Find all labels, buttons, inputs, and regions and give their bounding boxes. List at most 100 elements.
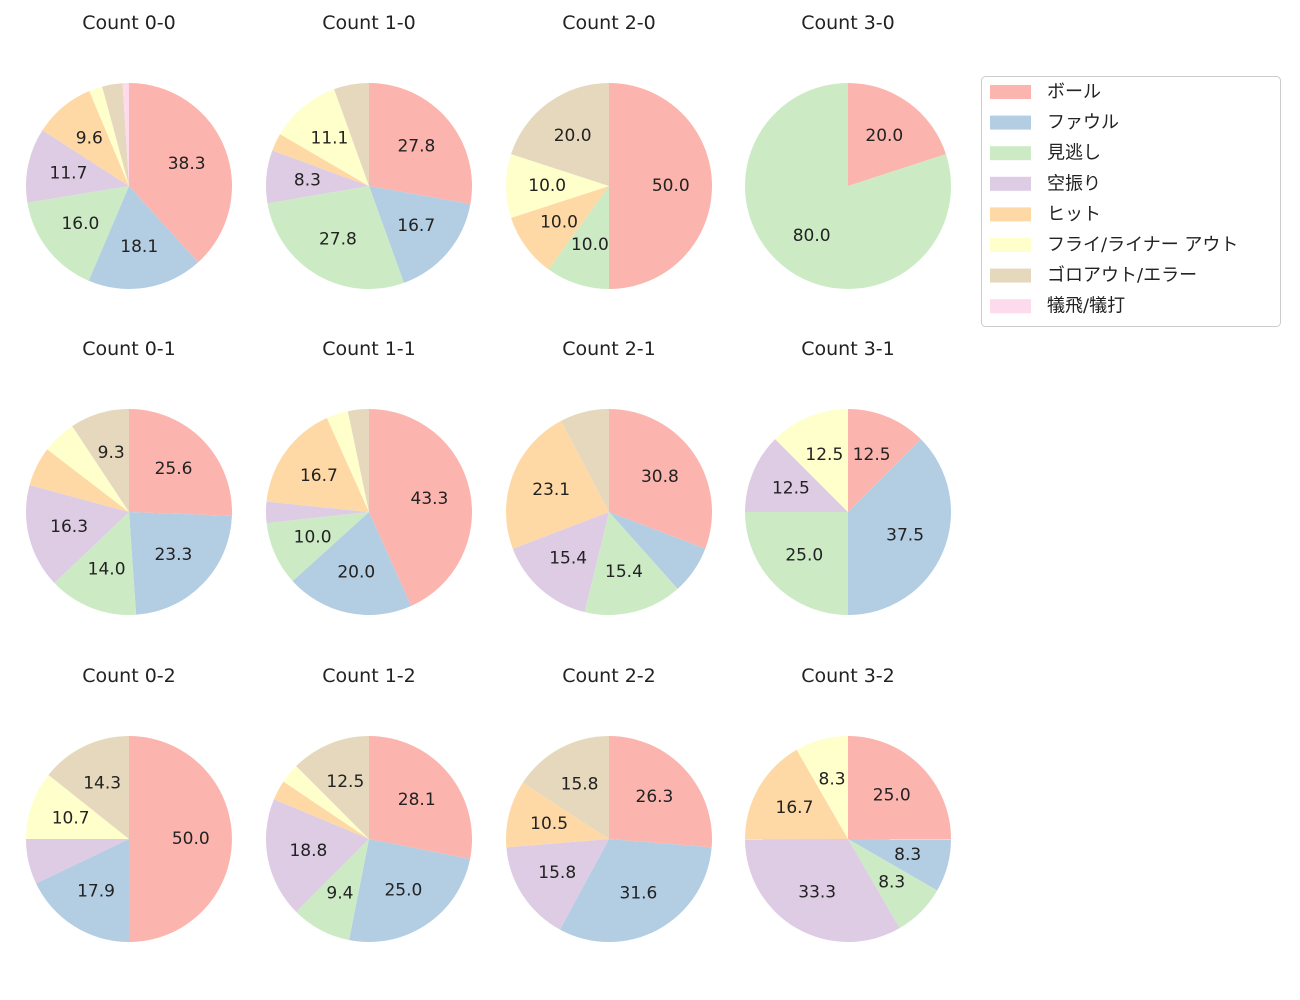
pie-slice-4 [26,839,129,884]
pie-slice-2 [292,512,412,616]
slice-value-label: 12.5 [853,445,891,465]
legend-label: ゴロアウト/エラー [1047,265,1197,286]
slice-value-label: 80.0 [793,226,831,246]
slice-value-label: 18.8 [289,841,327,861]
pie-slice-6 [89,86,129,186]
pie-slice-5 [744,749,848,840]
pie-slice-1 [129,409,233,516]
legend-swatch [990,176,1031,191]
legend-swatch [990,299,1031,314]
slice-value-label: 16.7 [300,466,338,486]
slice-value-label: 9.6 [76,129,103,149]
pie-slice-2 [36,839,129,943]
slice-value-label: 30.8 [641,467,679,487]
pie-slice-1 [609,736,713,848]
slice-value-label: 33.3 [798,883,836,903]
slice-value-label: 16.7 [776,798,814,818]
pie-slice-5 [266,417,369,512]
pie-slice-3 [745,83,952,289]
pie-slice-3 [548,186,609,289]
legend-swatch [990,115,1031,130]
legend-label: フライ/ライナー アウト [1047,235,1238,256]
legend-swatch [990,238,1031,252]
pie-slice-1 [848,83,946,186]
pie-slice-6 [47,426,129,512]
slice-value-label: 17.9 [77,881,115,901]
pie-slice-2 [88,186,199,289]
slice-value-label: 20.0 [554,126,592,146]
slice-value-label: 8.3 [878,873,905,893]
slice-value-label: 15.4 [605,562,643,582]
pie-slice-5 [42,90,129,186]
slice-value-label: 10.7 [52,809,90,829]
slice-value-label: 11.1 [311,129,349,149]
pie-title: Count 2-2 [562,665,656,687]
slice-value-label: 12.5 [326,772,364,792]
pie-title: Count 1-1 [322,338,416,360]
legend-item: ヒット [990,204,1101,225]
pie-8: Count 3-1 12.5 37.5 25.0 12.5 12.5 [745,338,951,615]
slice-value-label: 25.0 [384,880,422,900]
legend-label: 空振り [1047,173,1101,194]
pie-5: Count 0-1 25.6 23.3 14.0 16.3 9.3 [26,338,233,615]
pie-slice-2 [349,839,471,942]
pie-slice-4 [25,130,129,203]
slice-value-label: 8.3 [894,845,921,865]
slice-value-label: 16.7 [397,216,435,236]
pie-slice-5 [505,420,609,549]
pie-slice-3 [27,186,129,281]
pie-title: Count 0-0 [82,12,176,34]
slice-value-label: 8.3 [294,170,321,190]
slice-value-label: 10.5 [530,814,568,834]
pies-group: Count 0-0 38.3 18.1 16.0 11.7 9.6 Count 1-0 27.… [25,12,952,943]
legend-label: ヒット [1047,204,1101,225]
pie-slice-1 [369,83,473,205]
pie-11: Count 2-2 26.3 31.6 15.8 10.5 15.8 [505,665,713,943]
pie-slice-6 [326,411,369,512]
pie-slice-1 [848,409,921,512]
legend-swatch [990,146,1031,161]
pie-slice-2 [129,512,232,615]
legend-item: フライ/ライナー アウト [990,235,1238,256]
pie-slice-7 [522,736,609,839]
slice-value-label: 16.0 [61,214,99,234]
pie-slice-4 [506,839,609,930]
legend-item: ボール [990,82,1101,103]
pie-slice-4 [745,839,900,943]
pie-title: Count 1-0 [322,12,416,34]
pie-title: Count 3-0 [801,12,895,34]
legend-frame [981,76,1281,327]
pie-slice-7 [72,409,129,512]
legend-item: ファウル [990,112,1119,133]
pie-12: Count 3-225.08.38.333.316.78.3 [744,665,952,943]
pie-slice-7 [296,736,369,839]
pie-slice-5 [29,449,129,512]
pie-slice-4 [512,512,609,613]
legend-swatch [990,85,1031,99]
slice-value-label: 14.0 [88,560,126,580]
pie-slice-6 [280,89,369,186]
legend-item: 空振り [990,173,1101,194]
pie-slice-6 [283,766,369,839]
slice-value-label: 27.8 [319,229,357,249]
pie-slice-4 [266,150,369,204]
pie-slice-2 [848,439,951,615]
legend-item: 犠飛/犠打 [990,296,1125,317]
pie-slice-6 [25,774,129,839]
pie-slice-3 [267,186,404,289]
slice-value-label: 10.0 [528,176,566,196]
pie-slice-4 [26,485,129,583]
legend-label: ファウル [1047,112,1119,133]
slice-value-label: 20.0 [337,562,375,582]
pie-slice-4 [265,799,369,912]
legend-item: 見逃し [990,143,1101,164]
pie-2: Count 1-0 27.8 16.7 27.8 8.3 11.1 [266,12,473,289]
slice-value-label: 15.8 [561,775,599,795]
pie-4: Count 3-0 20.0 80.0 [745,12,952,289]
legend-label: 見逃し [1047,143,1101,164]
slice-value-label: 20.0 [865,126,903,146]
pie-slice-1 [129,736,232,942]
legend-swatch [990,207,1031,222]
pie-slice-7 [48,736,129,839]
